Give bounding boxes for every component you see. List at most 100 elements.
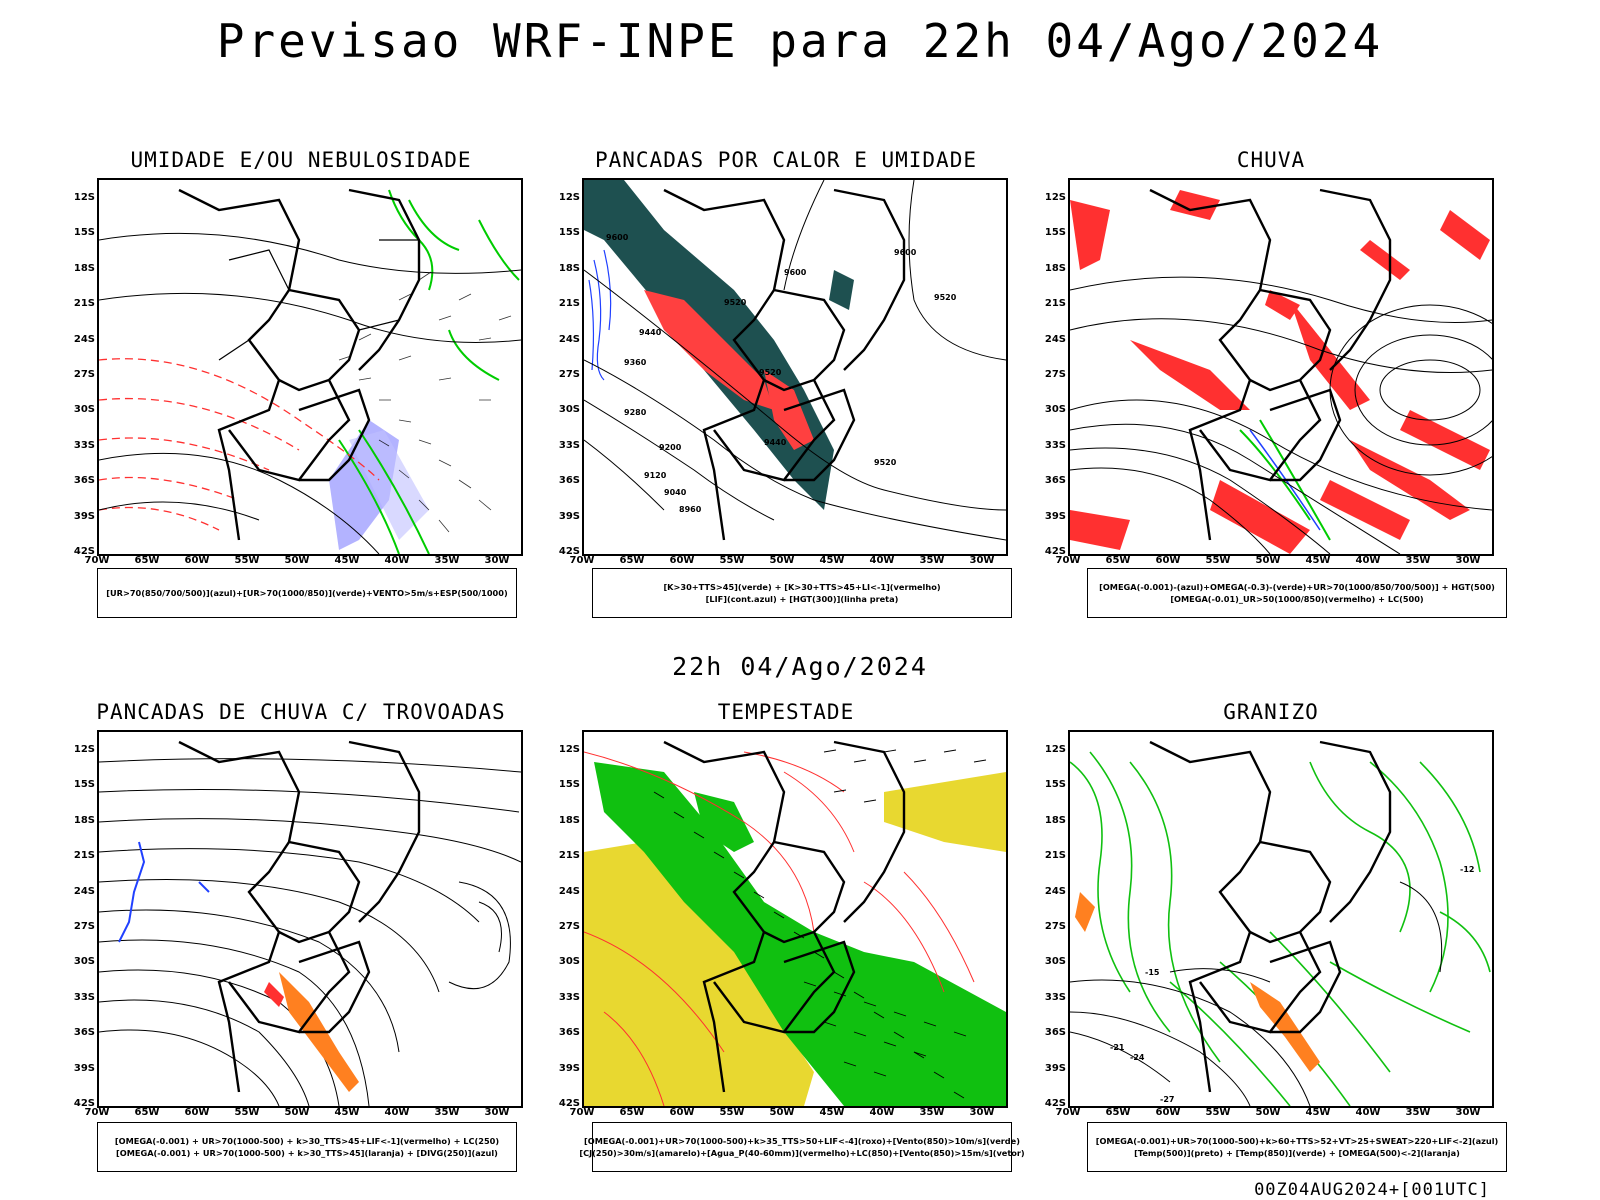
lat-tick-label: 12S [1044, 744, 1066, 755]
panel-title-chuva: CHUVA [1236, 148, 1306, 172]
map-pancadas-calor-graphic: 9600 9600 9520 9600 9520 9440 9360 9520 … [584, 180, 1006, 541]
lon-tick-label: 60W [184, 555, 210, 566]
lat-tick-label: 42S [73, 1098, 95, 1109]
lon-tick-label: 40W [1355, 555, 1381, 566]
lat-tick-label: 12S [558, 744, 580, 755]
legend-line: [K>30+TTS>45](verde) + [K>30+TTS>45+LI<-… [663, 582, 941, 592]
contour-label: -15 [1145, 968, 1160, 977]
lon-tick-label: 40W [384, 555, 410, 566]
lat-tick-label: 21S [73, 850, 95, 862]
lon-tick-label: 65W [619, 555, 645, 566]
lat-tick-label: 24S [1044, 333, 1066, 345]
contour-label: 9120 [644, 471, 667, 480]
map-trovoadas-graphic [99, 740, 521, 1106]
lon-tick-label: 50W [1255, 1107, 1281, 1118]
lat-tick-label: 18S [73, 262, 95, 274]
lat-tick-label: 21S [558, 298, 580, 310]
lon-tick-label: 35W [434, 1107, 460, 1118]
lon-tick-label: 50W [769, 555, 795, 566]
map-granizo: -15 -12 -21 -24 -27 [1068, 730, 1494, 1108]
contour-label: -24 [1130, 1053, 1145, 1062]
lon-tick-label: 70W [569, 555, 595, 566]
lat-tick-label: 33S [73, 991, 95, 1003]
lat-tick-label: 30S [558, 956, 580, 968]
map-granizo-graphic: -15 -12 -21 -24 -27 [1070, 740, 1491, 1106]
lat-tick-label: 27S [1044, 921, 1066, 932]
lat-tick-label: 15S [1044, 227, 1066, 239]
lon-tick-label: 40W [384, 1107, 410, 1118]
lat-tick-label: 21S [1044, 850, 1066, 862]
panel-title-tempestade: TEMPESTADE [717, 700, 855, 724]
lat-tick-label: 42S [1044, 546, 1066, 557]
contour-label: 9440 [764, 438, 787, 447]
panel-title-trovoadas: PANCADAS DE CHUVA C/ TROVOADAS [96, 700, 506, 724]
map-tempestade-graphic [584, 740, 1006, 1106]
legend-umidade: [UR>70(850/700/500)](azul)+[UR>70(1000/8… [97, 568, 517, 618]
lat-tick-label: 39S [558, 1062, 580, 1074]
lat-tick-label: 15S [1044, 779, 1066, 791]
legend-line: [OMEGA(-0.001)+UR>70(1000-500)+k>60+TTS>… [1095, 1136, 1499, 1146]
lon-tick-label: 55W [234, 555, 260, 566]
lon-tick-label: 65W [1105, 1107, 1131, 1118]
legend-line: [OMEGA(-0.001)-(azul)+OMEGA(-0.3)-(verde… [1099, 582, 1495, 592]
legend-pancadas-calor: [K>30+TTS>45](verde) + [K>30+TTS>45+LI<-… [592, 568, 1012, 618]
lon-tick-label: 35W [1405, 1107, 1431, 1118]
lat-tick-label: 15S [558, 779, 580, 791]
lat-tick-label: 42S [1044, 1098, 1066, 1109]
lat-tick-label: 18S [73, 814, 95, 826]
map-trovoadas [97, 730, 523, 1108]
map-umidade [97, 178, 523, 556]
lat-tick-label: 24S [558, 885, 580, 897]
legend-tempestade: [OMEGA(-0.001)+UR>70(1000-500)+k>35_TTS>… [579, 1122, 1025, 1172]
lon-tick-label: 70W [84, 555, 110, 566]
lat-tick-label: 42S [558, 546, 580, 557]
lat-tick-label: 15S [558, 227, 580, 239]
legend-line: [OMEGA(-0.001) + UR>70(1000-500) + k>30_… [116, 1148, 498, 1158]
lon-tick-label: 70W [1055, 555, 1081, 566]
lon-tick-label: 45W [334, 1107, 360, 1118]
contour-label: -27 [1160, 1095, 1174, 1104]
lon-tick-label: 60W [669, 555, 695, 566]
lon-tick-label: 60W [1155, 1107, 1181, 1118]
lat-tick-label: 12S [73, 192, 95, 203]
lon-tick-label: 45W [1305, 555, 1331, 566]
lon-tick-label: 65W [134, 555, 160, 566]
lon-tick-label: 45W [819, 555, 845, 566]
lat-tick-label: 18S [1044, 262, 1066, 274]
forecast-subtitle: 22h 04/Ago/2024 [672, 652, 928, 681]
lon-tick-label: 65W [1105, 555, 1131, 566]
lon-tick-label: 50W [284, 555, 310, 566]
lat-tick-label: 39S [1044, 1062, 1066, 1074]
lon-tick-label: 55W [1205, 1107, 1231, 1118]
contour-label: 9200 [659, 443, 682, 452]
lat-tick-label: 27S [73, 369, 95, 380]
lat-tick-label: 18S [558, 262, 580, 274]
lat-tick-label: 27S [1044, 369, 1066, 380]
lat-tick-label: 33S [1044, 439, 1066, 451]
lat-tick-label: 36S [1044, 1027, 1066, 1039]
contour-label: -21 [1110, 1043, 1125, 1052]
lat-tick-label: 18S [1044, 814, 1066, 826]
legend-line: [OMEGA(-0.001)+UR>70(1000-500)+k>35_TTS>… [584, 1136, 1020, 1146]
lat-tick-label: 12S [558, 192, 580, 203]
lon-tick-label: 30W [969, 1107, 995, 1118]
lon-tick-label: 60W [184, 1107, 210, 1118]
lat-tick-label: 24S [558, 333, 580, 345]
lon-tick-label: 35W [919, 555, 945, 566]
contour-label: 9040 [664, 488, 687, 497]
lon-tick-label: 65W [134, 1107, 160, 1118]
lat-tick-label: 30S [1044, 956, 1066, 968]
legend-trovoadas: [OMEGA(-0.001) + UR>70(1000-500) + k>30_… [97, 1122, 517, 1172]
lon-tick-label: 30W [969, 555, 995, 566]
map-chuva-graphic [1070, 188, 1492, 554]
legend-line: [OMEGA(-0.01)_UR>50(1000/850)(vermelho) … [1170, 594, 1424, 604]
lon-tick-label: 35W [919, 1107, 945, 1118]
lon-tick-label: 55W [719, 555, 745, 566]
lon-tick-label: 50W [769, 1107, 795, 1118]
lon-tick-label: 60W [669, 1107, 695, 1118]
lat-tick-label: 36S [558, 475, 580, 487]
lat-tick-label: 33S [558, 439, 580, 451]
contour-label: 9600 [894, 248, 917, 257]
lat-tick-label: 36S [73, 475, 95, 487]
legend-line: [Temp(500)](preto) + [Temp(850)](verde) … [1134, 1148, 1460, 1158]
